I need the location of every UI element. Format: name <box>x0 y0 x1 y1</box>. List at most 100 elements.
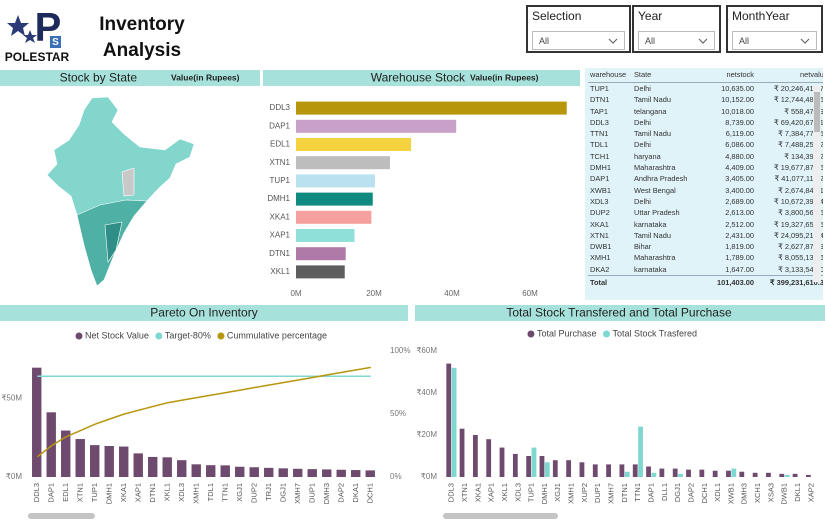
table-cell: DUP2 <box>590 208 610 218</box>
bar <box>296 119 457 133</box>
table-cell: ₹ 12,744,485.63 <box>773 95 823 105</box>
bar <box>220 465 230 477</box>
x-tick-label: DCH1 <box>700 483 709 503</box>
y-tick-label: ₹50M <box>1 393 22 402</box>
x-tick-label: XMH1 <box>567 483 576 504</box>
bar <box>264 467 274 477</box>
bar <box>206 465 216 477</box>
bar <box>566 460 572 477</box>
table-cell: telangana <box>634 106 667 116</box>
filter: Year All <box>632 5 721 53</box>
table-cell: ₹ 7,384,774.52 <box>778 129 823 139</box>
x-tick-label: XSA3 <box>766 483 775 502</box>
table-header: State <box>632 68 694 83</box>
map-region <box>121 167 135 197</box>
table-row: DKA2 karnataka 1,647.00 ₹ 3,133,541.00 <box>588 264 823 276</box>
bar <box>784 474 790 477</box>
table-scrollbar[interactable] <box>813 86 821 282</box>
table-header: warehouse <box>588 68 632 83</box>
filter-value: All <box>645 36 656 46</box>
x-tick-label: XKL1 <box>500 483 509 501</box>
table-cell: ₹ 7,488,252.29 <box>778 140 823 150</box>
bar <box>672 468 678 477</box>
table-total-row: Total 101,403.00 ₹ 399,231,610.30 <box>588 275 823 291</box>
bar <box>296 174 375 188</box>
map-subtitle: Value(in Rupees) <box>171 72 240 82</box>
logo-star <box>23 30 37 43</box>
x-tick-label: XWB1 <box>726 483 735 504</box>
y-tick-label: DDL3 <box>270 103 291 112</box>
table-cell: 101,403.00 <box>694 275 756 291</box>
legend-label: Target-80% <box>165 330 211 340</box>
table-row: XTN1 Tamil Nadu 2,431.00 ₹ 24,095,215.48 <box>588 230 823 241</box>
y2-tick-label: 100% <box>390 346 410 355</box>
table-cell: 4,880.00 <box>725 151 754 161</box>
chart-title: Total Stock Transfered and Total Purchas… <box>506 306 732 320</box>
x-tick-label: 20M <box>366 289 382 298</box>
filter-dropdown[interactable]: All <box>732 31 817 50</box>
table-cell: Tamil Nadu <box>634 95 671 105</box>
table-cell: 1,819.00 <box>725 242 754 252</box>
map-title: Stock by State <box>60 71 138 85</box>
map-region <box>104 221 123 263</box>
table-row: TUP1 Delhi 10,635.00 ₹ 20,246,413.79 <box>588 83 823 95</box>
x-tick-label: 60M <box>522 289 538 298</box>
x-tick-label: DMH3 <box>740 483 749 504</box>
table-cell: Uttar Pradesh <box>634 208 680 218</box>
table-cell: TUP1 <box>590 84 609 93</box>
table-cell: Delhi <box>634 140 651 150</box>
x-tick-label: DGJ1 <box>673 483 682 502</box>
bar <box>446 363 452 477</box>
table-cell: Tamil Nadu <box>634 230 671 240</box>
bar <box>296 265 345 279</box>
bar <box>646 466 651 477</box>
table-cell: 2,512.00 <box>725 219 754 229</box>
table-cell: Delhi <box>634 84 651 93</box>
x-tick-label: XMH7 <box>293 483 302 504</box>
x-tick-label: XAP2 <box>806 483 815 502</box>
table-cell: ₹ 558,479.94 <box>784 106 823 116</box>
x-tick-label: DUP1 <box>308 483 317 503</box>
y-tick-label: EDL1 <box>270 140 291 149</box>
bar <box>296 247 346 261</box>
table-cell: haryana <box>634 151 661 161</box>
logo-badge <box>50 36 61 48</box>
x-tick-label: TRJ1 <box>264 483 273 501</box>
scrollbar[interactable] <box>443 513 558 519</box>
filter-dropdown[interactable]: All <box>638 31 715 50</box>
bar <box>544 462 550 477</box>
table-row: XMH1 Maharashtra 1,789.00 ₹ 8,055,137.60 <box>588 252 823 263</box>
table-cell: TCH1 <box>590 151 610 161</box>
x-tick-label: DAP2 <box>686 483 695 503</box>
table-cell: Maharashtra <box>634 253 676 263</box>
bar <box>499 447 505 477</box>
map-region <box>46 96 195 287</box>
y-tick-label: DAP1 <box>269 121 290 130</box>
legend-marker <box>527 330 535 338</box>
x-tick-label: DMH3 <box>322 483 331 504</box>
x-tick-label: TDL1 <box>206 483 215 501</box>
bar <box>32 367 42 477</box>
x-tick-label: XUP2 <box>580 483 589 503</box>
table-header: netstock <box>694 68 756 83</box>
bar <box>459 428 465 477</box>
filter-dropdown[interactable]: All <box>532 31 625 50</box>
india-map <box>46 96 195 287</box>
chevron-path <box>800 38 810 44</box>
x-tick-label: DAP1 <box>646 483 655 503</box>
chevron-path <box>608 38 618 44</box>
x-tick-label: XKA1 <box>473 483 482 502</box>
table-cell: 3,400.00 <box>725 185 754 195</box>
table-cell: ₹ 19,327,659.50 <box>773 219 823 229</box>
y-tick-label: ₹60M <box>416 346 437 355</box>
bar <box>296 138 412 151</box>
table-cell: DKA2 <box>590 264 610 274</box>
table-cell: 4,409.00 <box>725 163 754 173</box>
x-tick-label: DWB1 <box>780 483 789 505</box>
legend-marker <box>603 330 610 338</box>
x-tick-label: DDL3 <box>32 483 41 502</box>
x-tick-label: 0M <box>290 289 301 298</box>
x-tick-label: XCH1 <box>753 483 762 503</box>
scrollbar[interactable] <box>28 513 95 519</box>
